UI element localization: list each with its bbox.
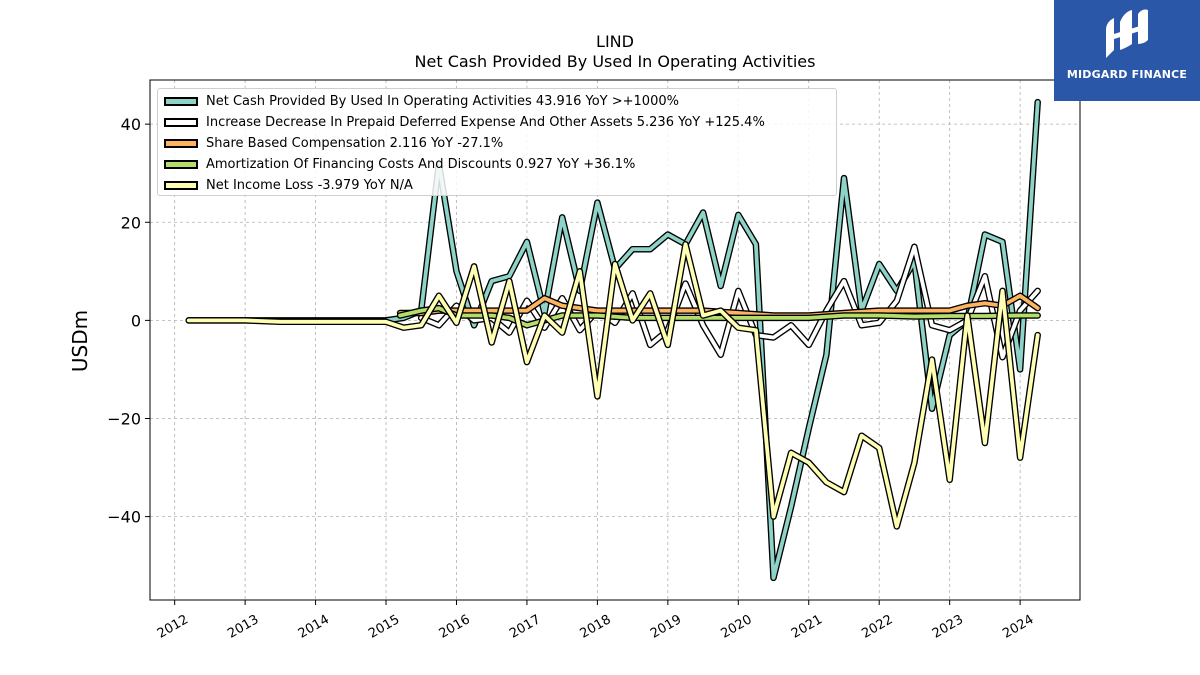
x-tick-label: 2024: [1000, 612, 1036, 642]
chart-title: LIND: [596, 32, 634, 51]
x-tick-label: 2019: [648, 612, 684, 642]
legend-item: Net Cash Provided By Used In Operating A…: [164, 91, 679, 111]
series-line: [186, 242, 1040, 529]
legend-item: Share Based Compensation 2.116 YoY -27.1…: [164, 133, 503, 153]
series-layer: [185, 98, 1041, 582]
legend-swatch: [164, 138, 198, 148]
brand-name: MIDGARD FINANCE: [1066, 68, 1188, 81]
x-tick-label: 2012: [155, 612, 191, 642]
legend-label: Increase Decrease In Prepaid Deferred Ex…: [206, 114, 765, 130]
x-tick-label: 2021: [789, 612, 825, 642]
legend-swatch: [164, 96, 198, 106]
series-3: [396, 292, 1041, 319]
legend-label: Net Income Loss -3.979 YoY N/A: [206, 177, 413, 193]
legend-item: Net Income Loss -3.979 YoY N/A: [164, 175, 413, 195]
x-tick-label: 2018: [578, 612, 614, 642]
y-tick-label: 40: [121, 115, 141, 134]
x-tick-label: 2017: [507, 612, 543, 642]
x-tick-label: 2016: [437, 612, 473, 642]
x-tick-label: 2013: [225, 612, 261, 642]
series-line: [398, 306, 1040, 328]
chart-subtitle: Net Cash Provided By Used In Operating A…: [414, 52, 816, 71]
legend-swatch: [164, 180, 198, 190]
series-5: [185, 241, 1041, 530]
legend: Net Cash Provided By Used In Operating A…: [157, 88, 837, 196]
legend-swatch: [164, 117, 198, 127]
y-tick-label: −40: [107, 508, 141, 527]
y-tick-label: 0: [131, 311, 141, 330]
plot-frame: [149, 79, 1081, 601]
legend-swatch: [164, 159, 198, 169]
legend-item: Increase Decrease In Prepaid Deferred Ex…: [164, 112, 765, 132]
y-tick-label: 20: [121, 213, 141, 232]
series-4: [396, 304, 1041, 329]
y-axis-label: USDm: [68, 310, 92, 372]
series-line: [398, 293, 1040, 318]
x-tick-label: 2023: [930, 612, 966, 642]
legend-label: Amortization Of Financing Costs And Disc…: [206, 156, 636, 172]
x-tick-label: 2022: [859, 612, 895, 642]
legend-label: Net Cash Provided By Used In Operating A…: [206, 93, 679, 109]
x-tick-label: 2020: [718, 612, 754, 642]
legend-item: Amortization Of Financing Costs And Disc…: [164, 154, 635, 174]
x-tick-label: 2015: [366, 612, 402, 642]
midgard-logo-icon: [1106, 9, 1148, 58]
y-tick-label: −20: [107, 409, 141, 428]
x-tick-label: 2014: [296, 612, 332, 642]
brand-logo: MIDGARD FINANCE: [1054, 0, 1200, 101]
legend-label: Share Based Compensation 2.116 YoY -27.1…: [206, 135, 504, 151]
